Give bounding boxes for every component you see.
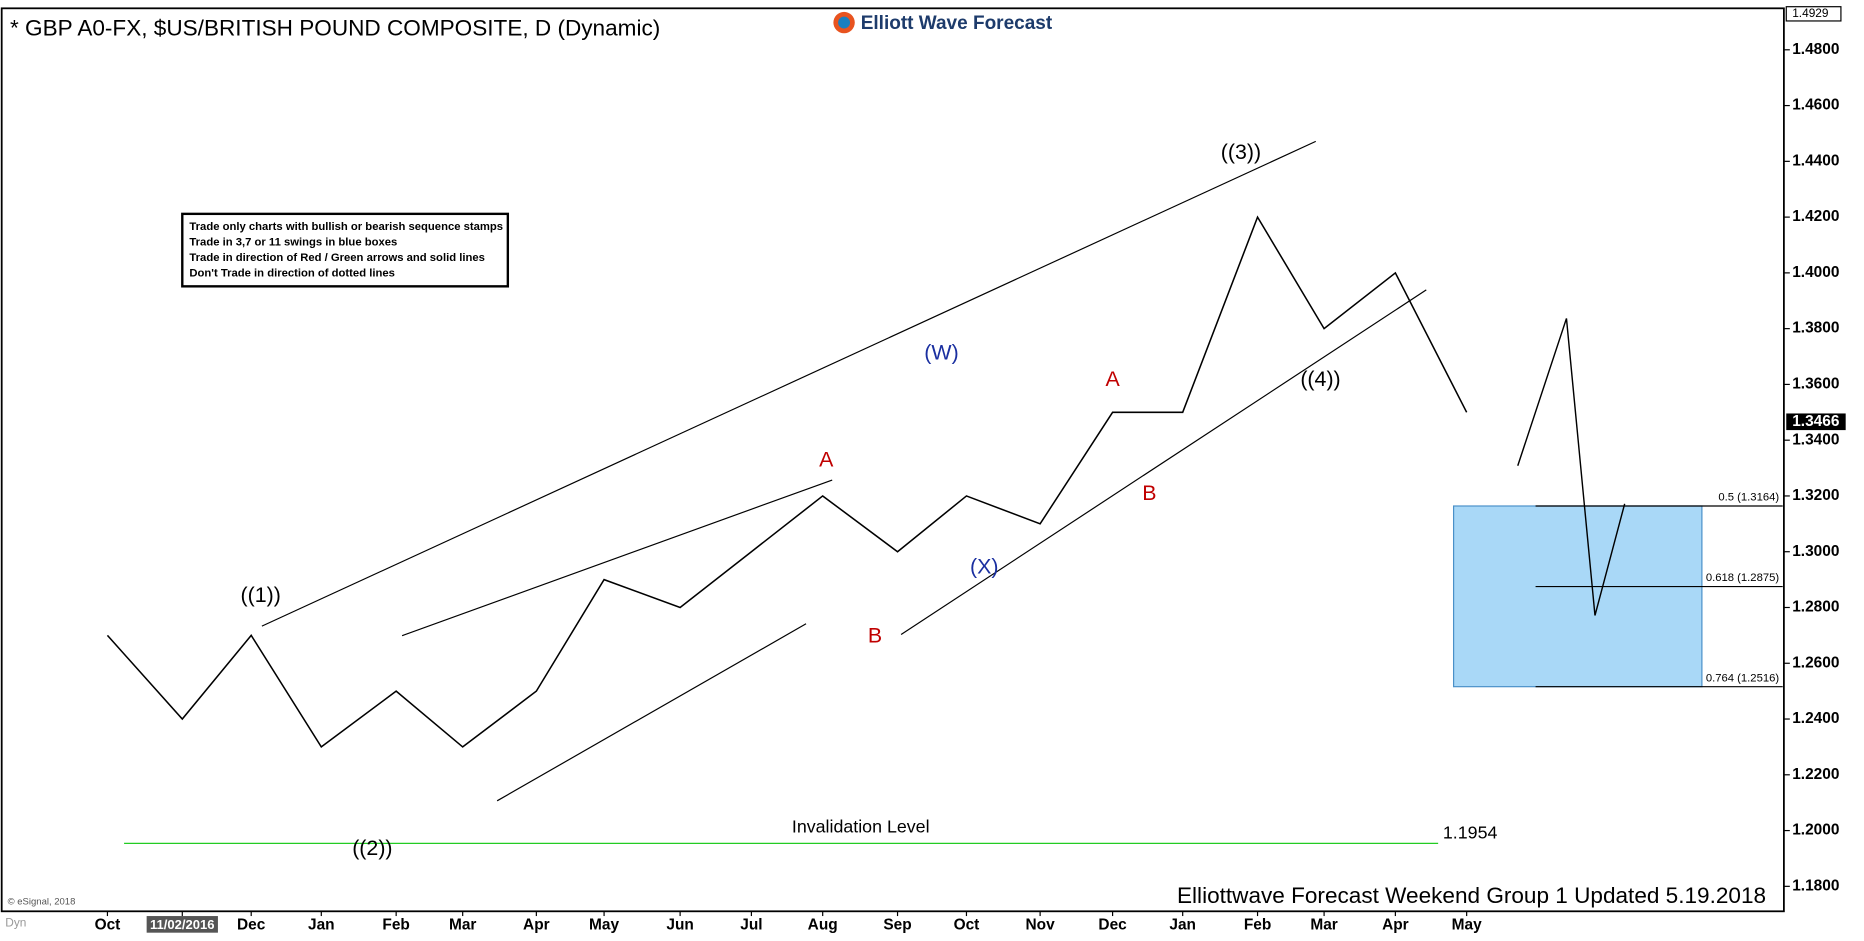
- x-tick-label: May: [1452, 917, 1482, 934]
- x-tick-label: Jan: [308, 917, 335, 934]
- wave-label: ((4)): [1300, 367, 1340, 391]
- wave-label: (W): [924, 341, 958, 365]
- x-tick-label: Oct: [95, 917, 121, 934]
- y-tick-label: 1.3400: [1792, 431, 1839, 448]
- y-tick-label: 1.1800: [1792, 877, 1839, 894]
- x-tick-label: Feb: [382, 917, 409, 934]
- y-tick-label: 1.4600: [1792, 97, 1839, 114]
- y-tick-label: 1.2800: [1792, 599, 1839, 616]
- y-tick-label: 1.3200: [1792, 487, 1839, 504]
- fib-label: 0.764 (1.2516): [1706, 672, 1780, 684]
- last-price-box: [1786, 413, 1846, 431]
- price-line: [106, 215, 1468, 749]
- wave-label: ((2)): [352, 836, 392, 860]
- y-tick-label: 1.2000: [1792, 822, 1839, 839]
- fib-label: 0.5 (1.3164): [1718, 492, 1779, 504]
- trend-line: [261, 140, 1317, 627]
- target-box: [1452, 505, 1703, 688]
- y-tick-label: 1.2200: [1792, 766, 1839, 783]
- top-price-box: [1785, 6, 1842, 22]
- top-price-label: 1.4929: [1792, 6, 1829, 20]
- projection-path: [1517, 318, 1626, 616]
- wave-label: (X): [970, 555, 999, 579]
- wave-label: B: [868, 623, 882, 647]
- x-tick-label: Oct: [954, 917, 980, 934]
- last-price-label: 1.3466: [1792, 413, 1840, 430]
- x-tick-label: Mar: [449, 917, 476, 934]
- invalidation-label: Invalidation Level: [792, 817, 930, 837]
- x-tick-label: May: [589, 917, 619, 934]
- rule-text: Trade in 3,7 or 11 swings in blue boxes: [189, 236, 397, 248]
- y-tick-label: 1.2400: [1792, 710, 1839, 727]
- x-tick-label: Aug: [808, 917, 838, 934]
- rules-box: [181, 212, 510, 288]
- x-tick-label: Nov: [1026, 917, 1056, 934]
- y-tick-label: 1.2600: [1792, 654, 1839, 671]
- logo-text: Elliott Wave Forecast: [861, 13, 1053, 34]
- chart-title: * GBP A0-FX, $US/BRITISH POUND COMPOSITE…: [10, 16, 660, 41]
- wave-label: ((3)): [1221, 140, 1261, 164]
- logo-icon-inner: [838, 16, 851, 29]
- x-tick-label: Mar: [1310, 917, 1337, 934]
- rule-text: Trade in direction of Red / Green arrows…: [189, 252, 484, 264]
- y-tick-label: 1.4200: [1792, 208, 1839, 225]
- x-tick-label: Jun: [666, 917, 693, 934]
- copyright: © eSignal, 2018: [8, 896, 76, 907]
- x-tick-label: Apr: [523, 917, 550, 934]
- y-tick-label: 1.4000: [1792, 264, 1839, 281]
- x-tick-label: Dec: [237, 917, 266, 934]
- trend-line: [900, 289, 1427, 635]
- x-tick-label: 11/02/2016: [150, 917, 215, 932]
- footer: Elliottwave Forecast Weekend Group 1 Upd…: [1177, 883, 1766, 908]
- rule-text: Trade only charts with bullish or bearis…: [189, 221, 503, 233]
- mode-label: Dyn: [5, 915, 26, 929]
- x-tick-label: Dec: [1098, 917, 1127, 934]
- rule-text: Don't Trade in direction of dotted lines: [189, 267, 394, 279]
- x-tick-label: Sep: [883, 917, 911, 934]
- fib-label: 0.618 (1.2875): [1706, 572, 1780, 584]
- y-tick-label: 1.3000: [1792, 543, 1839, 560]
- wave-label: A: [819, 448, 834, 472]
- trend-line: [401, 479, 833, 637]
- wave-label: ((1)): [241, 583, 281, 607]
- invalidation-value: 1.1954: [1443, 823, 1498, 843]
- wave-label: B: [1142, 481, 1156, 505]
- y-tick-label: 1.4400: [1792, 152, 1839, 169]
- x-cursor-box: [146, 916, 218, 933]
- trend-line: [496, 623, 807, 802]
- y-tick-label: 1.3600: [1792, 375, 1839, 392]
- y-tick-label: 1.3800: [1792, 320, 1839, 337]
- y-tick-label: 1.4800: [1792, 41, 1839, 58]
- x-tick-label: Apr: [1382, 917, 1409, 934]
- x-tick-label: Feb: [1244, 917, 1271, 934]
- wave-label: A: [1105, 367, 1120, 391]
- logo: Elliott Wave Forecast: [833, 11, 1053, 34]
- x-tick-label: Jul: [740, 917, 762, 934]
- x-tick-label: Jan: [1169, 917, 1196, 934]
